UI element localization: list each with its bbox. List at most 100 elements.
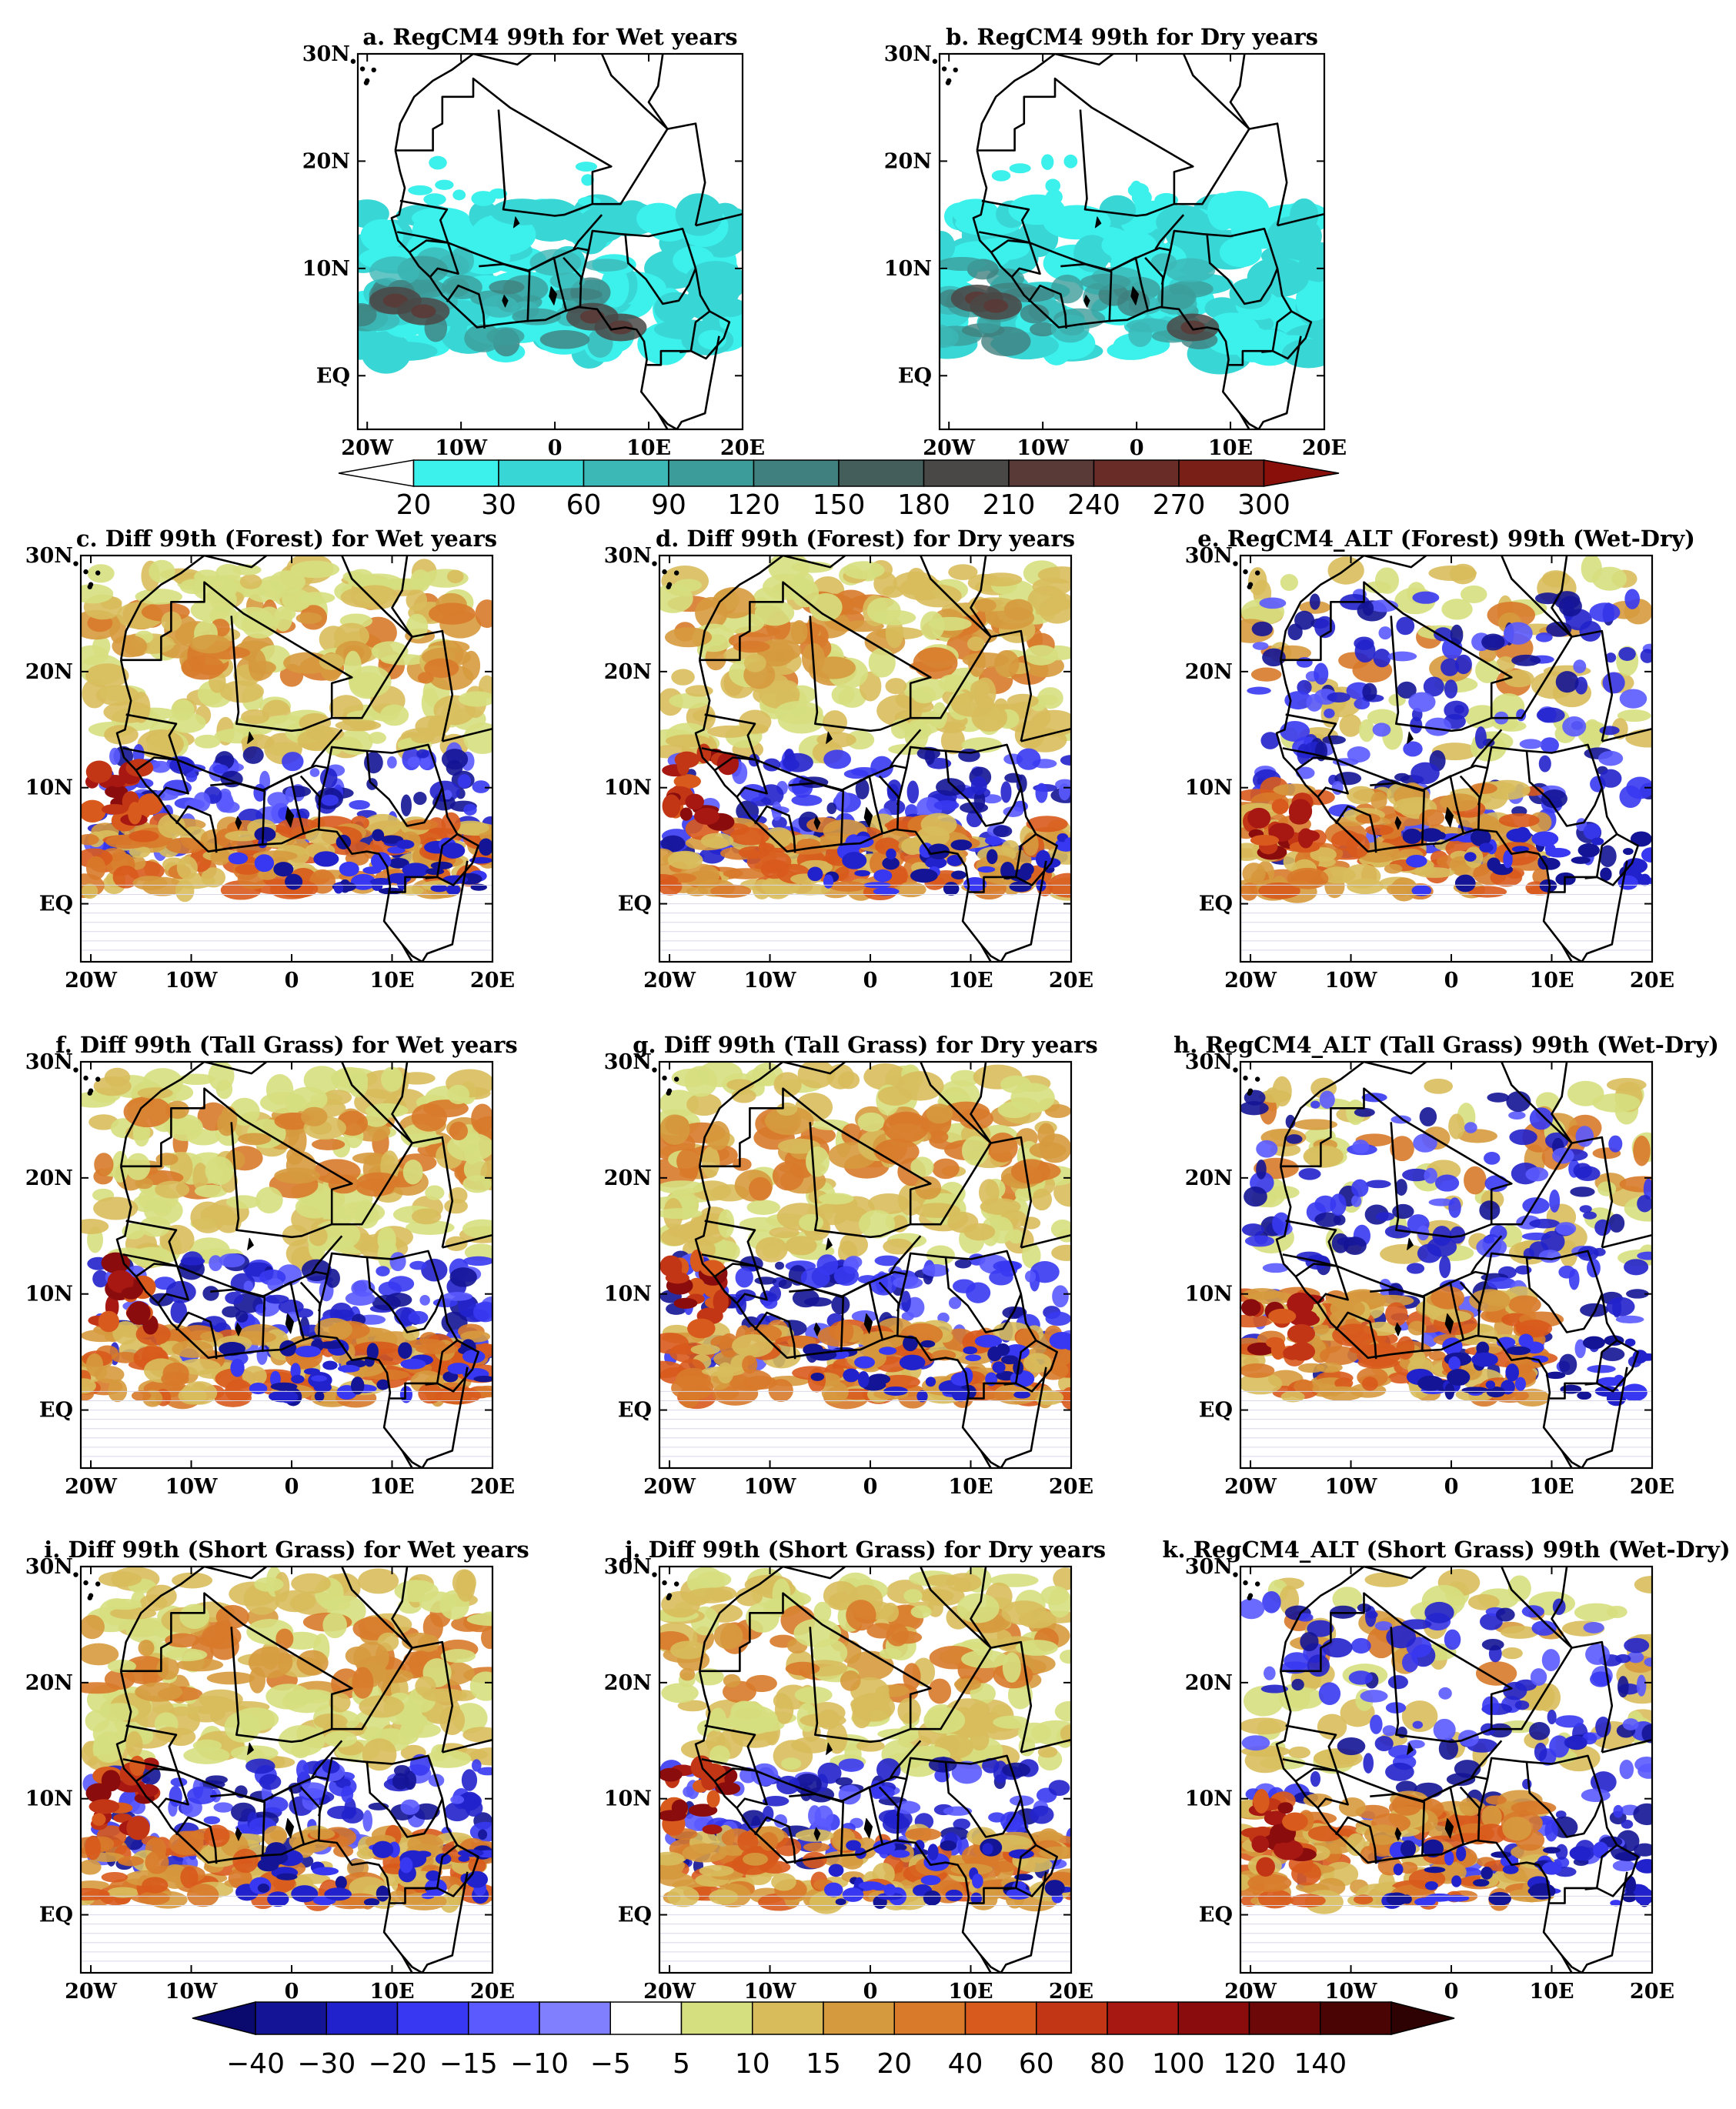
anomaly-cell [1428,565,1477,582]
anomaly-cell [1460,585,1487,603]
anomaly-cell [138,1640,155,1657]
anomaly-cell [462,1219,492,1239]
anomaly-cell [1280,574,1298,591]
anomaly-cell [1385,1302,1408,1326]
anomaly-cell [974,599,997,612]
border-line [657,335,720,429]
rain-field-cell [654,292,698,325]
anomaly-cell [1624,1338,1636,1347]
anomaly-core [129,1755,145,1777]
anomaly-cell [478,838,492,856]
anomaly-cell [912,686,936,704]
anomaly-cell [963,1346,978,1355]
anomaly-cell [906,567,926,589]
anomaly-cell [313,1714,348,1730]
anomaly-cell [348,1072,369,1098]
anomaly-cell [155,1153,179,1166]
anomaly-cell [1297,743,1310,765]
anomaly-cell [1035,783,1048,803]
panel-title: g. Diff 99th (Tall Grass) for Dry years [633,1032,1097,1058]
border-line [841,1281,883,1340]
border-line [920,1062,992,1144]
anomaly-cell [104,725,139,745]
rain-field-cell [1154,192,1178,208]
anomaly-cell [733,1157,752,1171]
anomaly-cell [202,1286,219,1301]
anomaly-core [1297,828,1314,849]
anomaly-cell [212,764,229,774]
lake [285,1817,295,1839]
anomaly-cell [1503,669,1534,688]
anomaly-cell [298,1782,328,1799]
anomaly-cell [1240,1101,1269,1116]
anomaly-cell [1250,667,1282,682]
anomaly-cell [1414,867,1455,879]
anomaly-cell [857,1112,885,1132]
anomaly-cell [970,776,987,796]
rain-field-cell [1267,215,1322,257]
anomaly-core [81,799,106,823]
border-line [1470,1235,1503,1274]
anomaly-cell [1549,1190,1561,1213]
anomaly-cell [1039,596,1071,624]
border-line [704,713,1037,879]
border-line [204,1567,268,1580]
anomaly-cell [1044,1104,1071,1119]
anomaly-cell [165,1280,196,1303]
border-line [1280,581,1513,732]
lake [285,1313,295,1334]
anomaly-cell [135,588,182,605]
field-layer [1240,556,1652,951]
anomaly-cell [772,1578,791,1611]
anomaly-cell [1303,1145,1344,1168]
anomaly-cell [710,884,752,898]
anomaly-cell [790,883,831,896]
lat-label: EQ [39,893,73,916]
anomaly-cell [1470,783,1497,794]
anomaly-cell [1471,1352,1498,1367]
lon-label: 10W [744,969,797,993]
map-frame [1239,1060,1654,1470]
anomaly-cell [285,873,303,890]
rain-field-cell [1050,314,1090,343]
anomaly-cell [169,1785,182,1807]
border-line [436,833,480,886]
anomaly-cell [472,1759,482,1772]
anomaly-cell [1487,1277,1516,1290]
rain-field-cell [369,256,420,288]
lat-label: 20N [302,149,350,173]
rain-field-cell [1150,253,1177,272]
anomaly-cell [457,774,472,789]
rain-field-cell [551,288,603,301]
anomaly-cell [309,768,320,777]
anomaly-cell [1016,748,1041,770]
anomaly-cell [475,599,492,629]
anomaly-cell [1287,867,1329,889]
anomaly-cell [1496,656,1516,672]
anomaly-cell [194,1184,228,1198]
anomaly-cell [329,1693,351,1713]
lat-label: 10N [1185,1283,1233,1306]
anomaly-cell [1252,642,1269,650]
lake [826,1237,833,1250]
anomaly-cell [161,1371,189,1387]
anomaly-cell [659,1180,706,1194]
island [1254,1076,1260,1082]
anomaly-cell [392,1773,409,1790]
anomaly-cell [201,867,226,888]
anomaly-cell [1555,1222,1577,1236]
lon-label: 20W [65,969,118,993]
anomaly-cell [1419,1106,1437,1126]
anomaly-cell [914,584,962,608]
border-line [889,729,922,768]
anomaly-cell [1037,1746,1058,1758]
anomaly-cell [159,1224,195,1255]
anomaly-cell [239,574,262,589]
anomaly-cell [983,1711,1002,1734]
border-line [1370,1288,1426,1353]
anomaly-cell [411,1208,442,1225]
anomaly-cell [112,635,148,658]
anomaly-cell [1032,577,1071,596]
anomaly-cell [997,1101,1031,1119]
